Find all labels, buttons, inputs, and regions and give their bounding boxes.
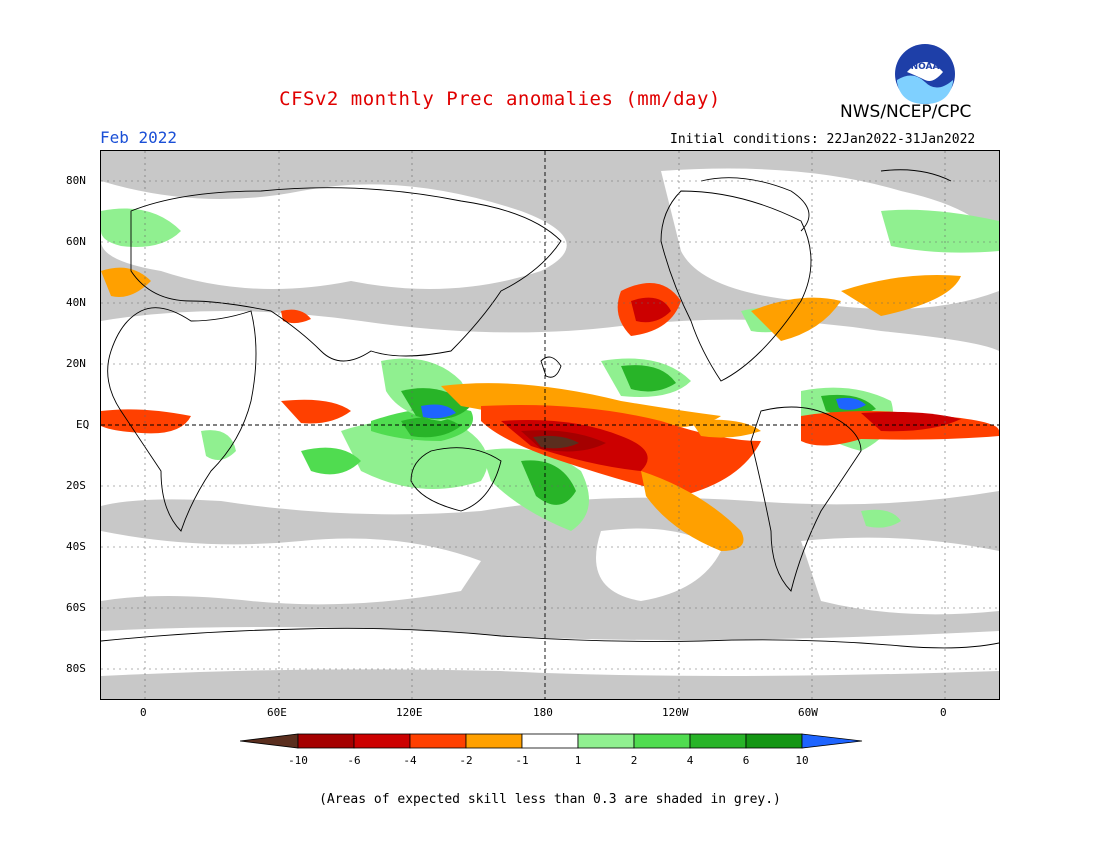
dry-anomalies [101,267,999,551]
organization-label: NWS/NCEP/CPC [840,102,972,122]
skill-footnote: (Areas of expected skill less than 0.3 a… [319,792,781,807]
colorbar-label: 2 [631,754,638,767]
colorbar-swatch [297,733,355,749]
lat-label: 60N [66,235,86,248]
colorbar-swatch [521,733,579,749]
colorbar: -10 -6 -4 -2 -1 1 2 4 6 10 [239,732,870,776]
colorbar-label: -6 [347,754,360,767]
reference-lines [101,151,999,699]
lon-label: 0 [940,706,947,719]
lat-label: 80N [66,174,86,187]
colorbar-swatch [353,733,411,749]
skill-areas [101,168,999,676]
chart-title: CFSv2 monthly Prec anomalies (mm/day) [279,88,721,110]
colorbar-label: -4 [403,754,417,767]
colorbar-swatch [409,733,467,749]
colorbar-label: -2 [459,754,472,767]
colorbar-label: 10 [795,754,808,767]
precip-anomaly-map [100,150,1000,700]
colorbar-label: 6 [743,754,750,767]
colorbar-label: 4 [687,754,694,767]
lon-label: 60E [267,706,287,719]
colorbar-swatch [633,733,691,749]
lat-label: 40S [66,540,86,553]
lon-label: 120W [662,706,689,719]
colorbar-swatch [689,733,747,749]
logo-text: NOAA [911,62,940,72]
colorbar-label: -1 [515,754,528,767]
noaa-logo: NOAA [893,42,957,110]
lat-label: EQ [76,418,90,431]
lon-label: 60W [798,706,818,719]
lat-label: 40N [66,296,86,309]
lat-label: 20N [66,357,86,370]
colorbar-label: 1 [575,754,582,767]
colorbar-swatch [577,733,635,749]
grid-lines [101,151,999,699]
colorbar-arrow-high [801,733,863,749]
lon-label: 120E [396,706,423,719]
initial-conditions: Initial conditions: 22Jan2022-31Jan2022 [670,132,976,147]
lat-label: 20S [66,479,86,492]
coastlines [100,169,1000,649]
colorbar-swatch [745,733,803,749]
colorbar-swatch [465,733,523,749]
lon-label: 180 [533,706,553,719]
colorbar-label: -10 [288,754,308,767]
lat-label: 60S [66,601,86,614]
lat-label: 80S [66,662,86,675]
forecast-month: Feb 2022 [100,128,178,147]
lon-label: 0 [140,706,147,719]
colorbar-arrow-low [239,733,299,749]
